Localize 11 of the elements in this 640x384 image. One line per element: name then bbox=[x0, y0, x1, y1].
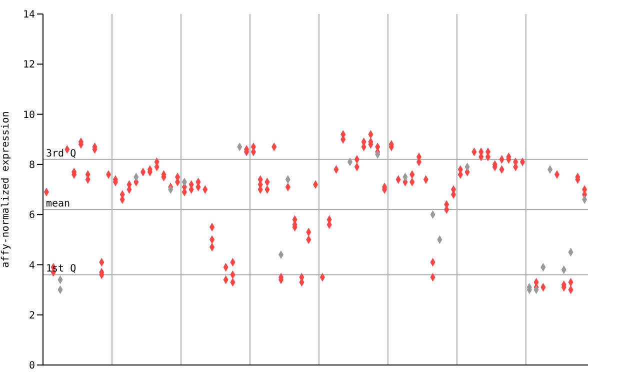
ref-line-label: mean bbox=[46, 198, 70, 210]
y-axis-title: affy-normalized expression bbox=[0, 111, 12, 268]
ref-line-label: 3rd Q bbox=[46, 148, 76, 160]
y-tick-label: 4 bbox=[28, 260, 35, 272]
y-tick-label: 10 bbox=[22, 110, 35, 121]
y-tick-label: 6 bbox=[28, 210, 35, 222]
y-tick-label: 0 bbox=[28, 360, 35, 372]
y-tick-label: 8 bbox=[28, 160, 35, 171]
y-tick-label: 2 bbox=[28, 310, 35, 322]
y-tick-label: 14 bbox=[22, 10, 35, 21]
y-tick-label: 12 bbox=[22, 60, 35, 71]
